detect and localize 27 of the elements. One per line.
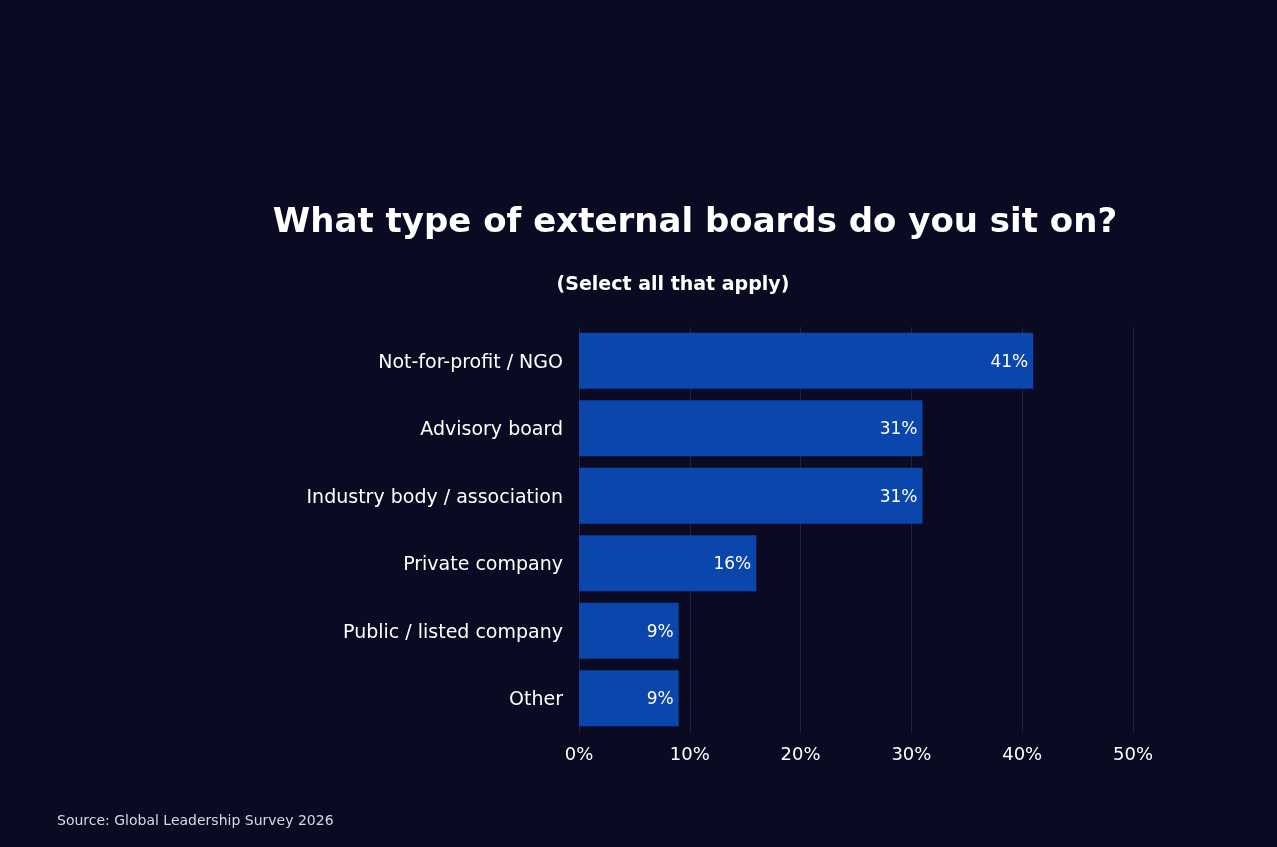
y-tick-label: Private company xyxy=(403,552,563,575)
data-label: 41% xyxy=(990,350,1029,371)
data-label: 9% xyxy=(646,688,674,709)
y-tick-label: Advisory board xyxy=(420,417,563,440)
y-tick-label: Other xyxy=(509,687,564,710)
bar xyxy=(579,467,923,524)
x-tick-label: 40% xyxy=(1002,742,1043,764)
x-tick-label: 50% xyxy=(1112,742,1154,764)
x-tick-label: 10% xyxy=(669,742,710,764)
chart-subtitle: (Select all that apply) xyxy=(556,271,790,294)
bar xyxy=(579,332,1034,389)
y-tick-label: Not-for-profit / NGO xyxy=(378,349,563,372)
data-label: 31% xyxy=(879,418,918,439)
bar xyxy=(579,535,757,592)
bar xyxy=(579,670,679,727)
x-tick-label: 0% xyxy=(564,742,594,764)
x-tick-label: 20% xyxy=(780,742,821,764)
source-note: Source: Global Leadership Survey 2026 xyxy=(57,812,334,828)
bar xyxy=(579,400,923,457)
x-tick-label: 30% xyxy=(891,742,932,764)
data-label: 31% xyxy=(879,485,918,506)
bar xyxy=(579,602,679,659)
y-tick-label: Industry body / association xyxy=(306,484,563,507)
data-label: 9% xyxy=(646,620,674,641)
chart-title: What type of external boards do you sit on? xyxy=(272,200,1118,240)
data-label: 16% xyxy=(713,553,752,574)
y-tick-label: Public / listed company xyxy=(343,619,563,642)
